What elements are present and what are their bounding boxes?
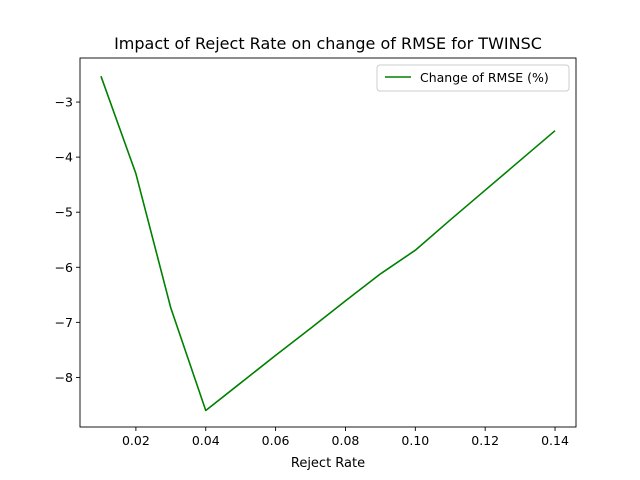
y-tick-label: −5	[55, 205, 73, 220]
axes-frame	[79, 57, 577, 428]
y-tick-label: −6	[55, 260, 73, 275]
x-tick-label: 0.04	[192, 433, 220, 448]
x-tick-label: 0.12	[471, 433, 499, 448]
series-layer	[100, 75, 556, 412]
x-tick-label: 0.14	[541, 433, 569, 448]
y-tick-label: −8	[55, 370, 73, 385]
x-tick-label: 0.06	[262, 433, 290, 448]
y-tick-label: −7	[55, 315, 73, 330]
plot-area	[80, 58, 576, 427]
series-line-0	[100, 75, 556, 412]
axes-layer: 0.02 0.04 0.06 0.08 0.10 0.12 0.14 −3 −4 −5 −6 −7 −8	[55, 57, 577, 448]
x-tick-label: 0.08	[332, 433, 360, 448]
chart-title: Impact of Reject Rate on change of RMSE …	[114, 34, 542, 53]
y-tick-label: −4	[55, 150, 73, 165]
x-tick-label: 0.10	[401, 433, 429, 448]
x-axis-label: Reject Rate	[291, 456, 365, 471]
legend-label: Change of RMSE (%)	[420, 70, 549, 85]
x-tick-label: 0.02	[122, 433, 150, 448]
y-tick-label: −3	[55, 95, 73, 110]
legend: Change of RMSE (%)	[376, 64, 570, 92]
legend-box	[376, 64, 570, 92]
